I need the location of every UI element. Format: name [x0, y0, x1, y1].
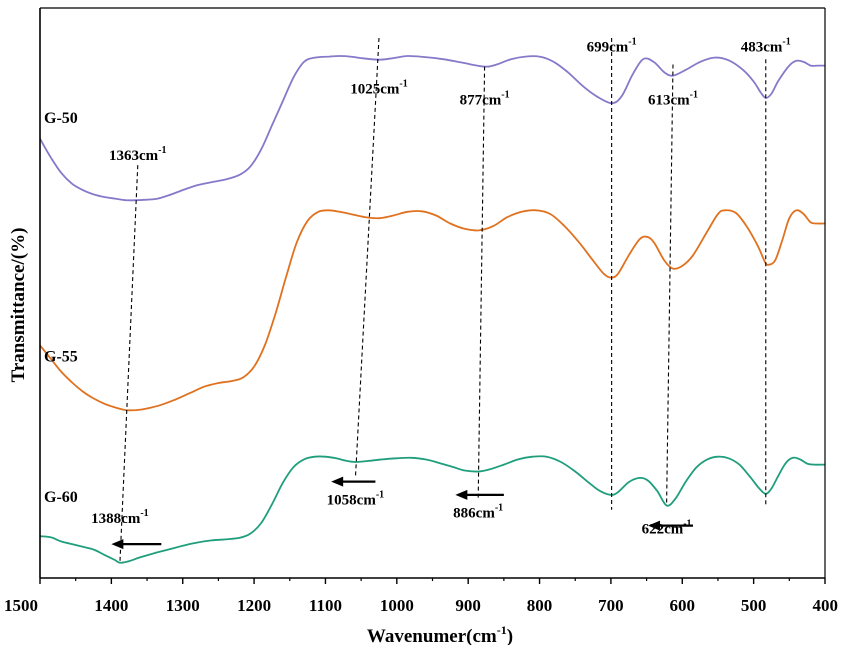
shift-arrows-group: [111, 476, 693, 550]
x-axis-title-close: ): [507, 626, 513, 645]
peak-annotation-6: 1388cm-1: [91, 508, 149, 527]
series-labels-group: G-50 G-55 G-60: [44, 110, 78, 506]
spectra-group: [39, 55, 826, 564]
peak-line-4: [666, 64, 674, 506]
axes-group: 1500 1400 1300 1200 1100 1000 900 800 700 600 500 4…: [4, 7, 839, 615]
y-axis-title: Transmittance/(%): [8, 228, 29, 383]
peak-line-1: [354, 37, 380, 478]
peak-line-2: [477, 66, 486, 500]
x-tick-label-1000: 1000: [380, 596, 414, 615]
peak-annotation-0: 1363cm-1: [109, 145, 167, 164]
peak-annotation-4: 613cm-1: [648, 89, 698, 108]
shift-arrow-1: [331, 476, 376, 487]
peak-annotation-2: 877cm-1: [460, 89, 510, 108]
peak-annotation-7: 1058cm-1: [327, 489, 385, 508]
peak-annotation-9: 622cm-1: [642, 519, 692, 538]
annotations-group: 1363cm-1 1025cm-1 877cm-1 699cm-1 613cm-1 483…: [91, 36, 791, 537]
x-axis-title-main: Wavenumer: [367, 626, 467, 645]
x-axis-title-sup: -1: [497, 623, 507, 637]
peak-line-0: [119, 165, 139, 563]
peak-annotation-8: 886cm-1: [453, 503, 503, 522]
x-tick-label-700: 700: [598, 596, 624, 615]
x-axis-title: Wavenumer(cm-1): [367, 623, 513, 645]
shift-arrow-3: [648, 520, 693, 531]
peak-annotation-3: 699cm-1: [587, 36, 637, 55]
x-tick-label-800: 800: [527, 596, 553, 615]
x-tick-label-900: 900: [455, 596, 481, 615]
peak-annotation-5: 483cm-1: [741, 36, 791, 55]
x-tick-label-600: 600: [670, 596, 696, 615]
x-tick-label-1100: 1100: [309, 596, 342, 615]
x-tick-label-400: 400: [813, 596, 839, 615]
series-label-g-60: G-60: [44, 489, 78, 506]
x-tick-label-1500: 1500: [4, 596, 38, 615]
shift-arrow-2: [455, 489, 504, 500]
peak-lines-group: [119, 37, 767, 563]
series-label-g-50: G-50: [44, 110, 78, 127]
x-tick-label-1300: 1300: [166, 596, 200, 615]
x-tick-label-1200: 1200: [237, 596, 271, 615]
series-line-g-55: [39, 209, 826, 412]
x-tick-label-500: 500: [741, 596, 767, 615]
series-label-g-55: G-55: [44, 348, 78, 365]
x-axis-title-unit: (cm: [466, 626, 497, 645]
series-line-g-50: [39, 55, 825, 202]
series-line-g-60: [39, 455, 826, 564]
peak-annotation-1: 1025cm-1: [350, 79, 408, 98]
shift-arrow-0: [111, 539, 162, 550]
x-tick-label-1400: 1400: [94, 596, 128, 615]
